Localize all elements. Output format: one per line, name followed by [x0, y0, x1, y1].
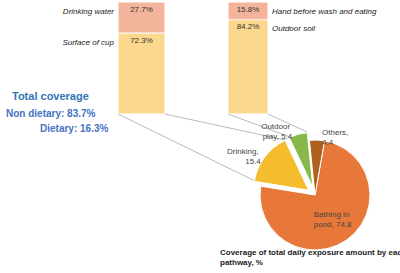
- svg-text:Others,: Others,: [322, 128, 350, 137]
- svg-text:Total coverage: Total coverage: [12, 90, 89, 102]
- svg-text:27.7%: 27.7%: [130, 5, 153, 14]
- svg-text:play, 5.4: play, 5.4: [263, 132, 293, 141]
- svg-text:Outdoor: Outdoor: [261, 122, 292, 131]
- svg-text:Dietary: 16.3%: Dietary: 16.3%: [40, 123, 108, 134]
- svg-text:Drinking,: Drinking,: [227, 147, 261, 156]
- svg-text:Bathing in: Bathing in: [314, 210, 352, 219]
- svg-text:Drinking water: Drinking water: [63, 7, 114, 16]
- svg-text:72.3%: 72.3%: [130, 36, 153, 45]
- svg-text:pond, 74.8: pond, 74.8: [314, 220, 352, 229]
- svg-text:Coverage of total daily exposu: Coverage of total daily exposure amount …: [220, 248, 400, 257]
- svg-text:15.8%: 15.8%: [237, 5, 260, 14]
- svg-text:Surface of cup: Surface of cup: [62, 38, 114, 47]
- svg-text:15.4: 15.4: [245, 157, 261, 166]
- svg-text:pathway, %: pathway, %: [220, 258, 263, 267]
- svg-text:4.4: 4.4: [322, 138, 334, 147]
- svg-text:Outdoor soil: Outdoor soil: [272, 24, 315, 33]
- svg-text:Non dietary: 83.7%: Non dietary: 83.7%: [6, 108, 96, 119]
- svg-text:84.2%: 84.2%: [237, 22, 260, 31]
- svg-text:Hand before wash and eating: Hand before wash and eating: [272, 7, 377, 16]
